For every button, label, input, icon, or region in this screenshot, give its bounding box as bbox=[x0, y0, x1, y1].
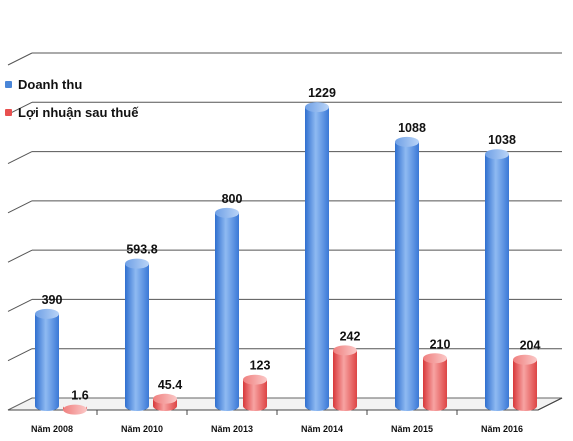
gridlines bbox=[7, 52, 562, 362]
gridline-diagonal bbox=[7, 52, 33, 66]
gridline-diagonal bbox=[7, 298, 33, 312]
profit-bar-cap bbox=[243, 374, 267, 385]
profit-value-label: 204 bbox=[520, 339, 541, 353]
legend-swatch-profit bbox=[5, 108, 12, 116]
revenue-bar bbox=[395, 136, 419, 411]
profit-value-label: 1.6 bbox=[71, 389, 88, 403]
legend: Doanh thu Lợi nhuận sau thuế bbox=[5, 70, 138, 126]
profit-value-label: 210 bbox=[430, 337, 451, 351]
x-tick-label: Năm 2013 bbox=[211, 424, 253, 434]
profit-bar-cap bbox=[153, 393, 177, 404]
revenue-value-label: 1229 bbox=[308, 86, 336, 100]
x-tick-label: Năm 2010 bbox=[121, 424, 163, 434]
revenue-bar-body bbox=[215, 212, 239, 411]
profit-bar bbox=[63, 404, 87, 415]
revenue-bar-body bbox=[485, 154, 509, 411]
x-axis-ticks: Năm 2008 Năm 2010 Năm 2013 Năm 2014 Năm 2015… bbox=[31, 424, 523, 434]
profit-bar-body bbox=[333, 350, 357, 411]
gridline-diagonal bbox=[7, 200, 33, 214]
chart-floor bbox=[7, 397, 563, 415]
x-tick-label: Năm 2015 bbox=[391, 424, 433, 434]
profit-bar bbox=[243, 374, 267, 411]
revenue-bar bbox=[305, 102, 329, 411]
profit-bar-body bbox=[243, 379, 267, 411]
legend-item-revenue: Doanh thu bbox=[5, 70, 138, 98]
revenue-bar bbox=[485, 149, 509, 411]
legend-swatch-revenue bbox=[5, 80, 12, 88]
revenue-bar bbox=[125, 258, 149, 411]
revenue-value-label: 1038 bbox=[488, 133, 516, 147]
revenue-value-label: 1088 bbox=[398, 121, 426, 135]
legend-item-profit: Lợi nhuận sau thuế bbox=[5, 98, 138, 126]
revenue-bar bbox=[215, 207, 239, 411]
revenue-value-label: 390 bbox=[42, 293, 63, 307]
profit-bar bbox=[423, 353, 447, 411]
floor-top bbox=[7, 397, 563, 411]
revenue-bar bbox=[35, 308, 59, 411]
floor-side bbox=[537, 397, 563, 411]
profit-bar-cap bbox=[513, 354, 537, 365]
profit-bar-body bbox=[423, 358, 447, 411]
revenue-bar-body bbox=[305, 107, 329, 411]
gridline-diagonal bbox=[7, 249, 33, 263]
profit-bar-cap bbox=[333, 345, 357, 356]
profit-bar-cap bbox=[63, 404, 87, 415]
x-tick-label: Năm 2008 bbox=[31, 424, 73, 434]
profit-bar-cap bbox=[423, 353, 447, 364]
profit-value-label: 242 bbox=[340, 329, 361, 343]
revenue-bar-cap bbox=[485, 149, 509, 160]
gridline-diagonal bbox=[7, 101, 33, 115]
revenue-bar-body bbox=[125, 263, 149, 411]
revenue-value-label: 593.8 bbox=[126, 243, 157, 257]
bars bbox=[35, 102, 537, 415]
x-tick-label: Năm 2014 bbox=[301, 424, 343, 434]
profit-bar bbox=[333, 345, 357, 411]
revenue-bar-cap bbox=[125, 258, 149, 269]
revenue-bar-cap bbox=[215, 207, 239, 218]
gridline-diagonal bbox=[7, 151, 33, 165]
profit-value-label: 123 bbox=[250, 359, 271, 373]
profit-value-label: 45.4 bbox=[158, 378, 182, 392]
revenue-value-label: 800 bbox=[222, 192, 243, 206]
revenue-bar-body bbox=[35, 313, 59, 411]
revenue-bar-body bbox=[395, 141, 419, 411]
revenue-bar-cap bbox=[395, 136, 419, 147]
data-labels: 390 1.6 593.8 45.4 800 123 1229 242 1088 210 1038 2… bbox=[42, 86, 541, 402]
gridline-diagonal bbox=[7, 348, 33, 362]
revenue-bar-cap bbox=[305, 102, 329, 113]
x-tick-label: Năm 2016 bbox=[481, 424, 523, 434]
revenue-bar-cap bbox=[35, 308, 59, 319]
profit-bar bbox=[153, 393, 177, 411]
legend-label-revenue: Doanh thu bbox=[18, 76, 83, 92]
profit-bar-body bbox=[513, 359, 537, 411]
legend-label-profit: Lợi nhuận sau thuế bbox=[18, 104, 139, 120]
profit-bar bbox=[513, 354, 537, 411]
